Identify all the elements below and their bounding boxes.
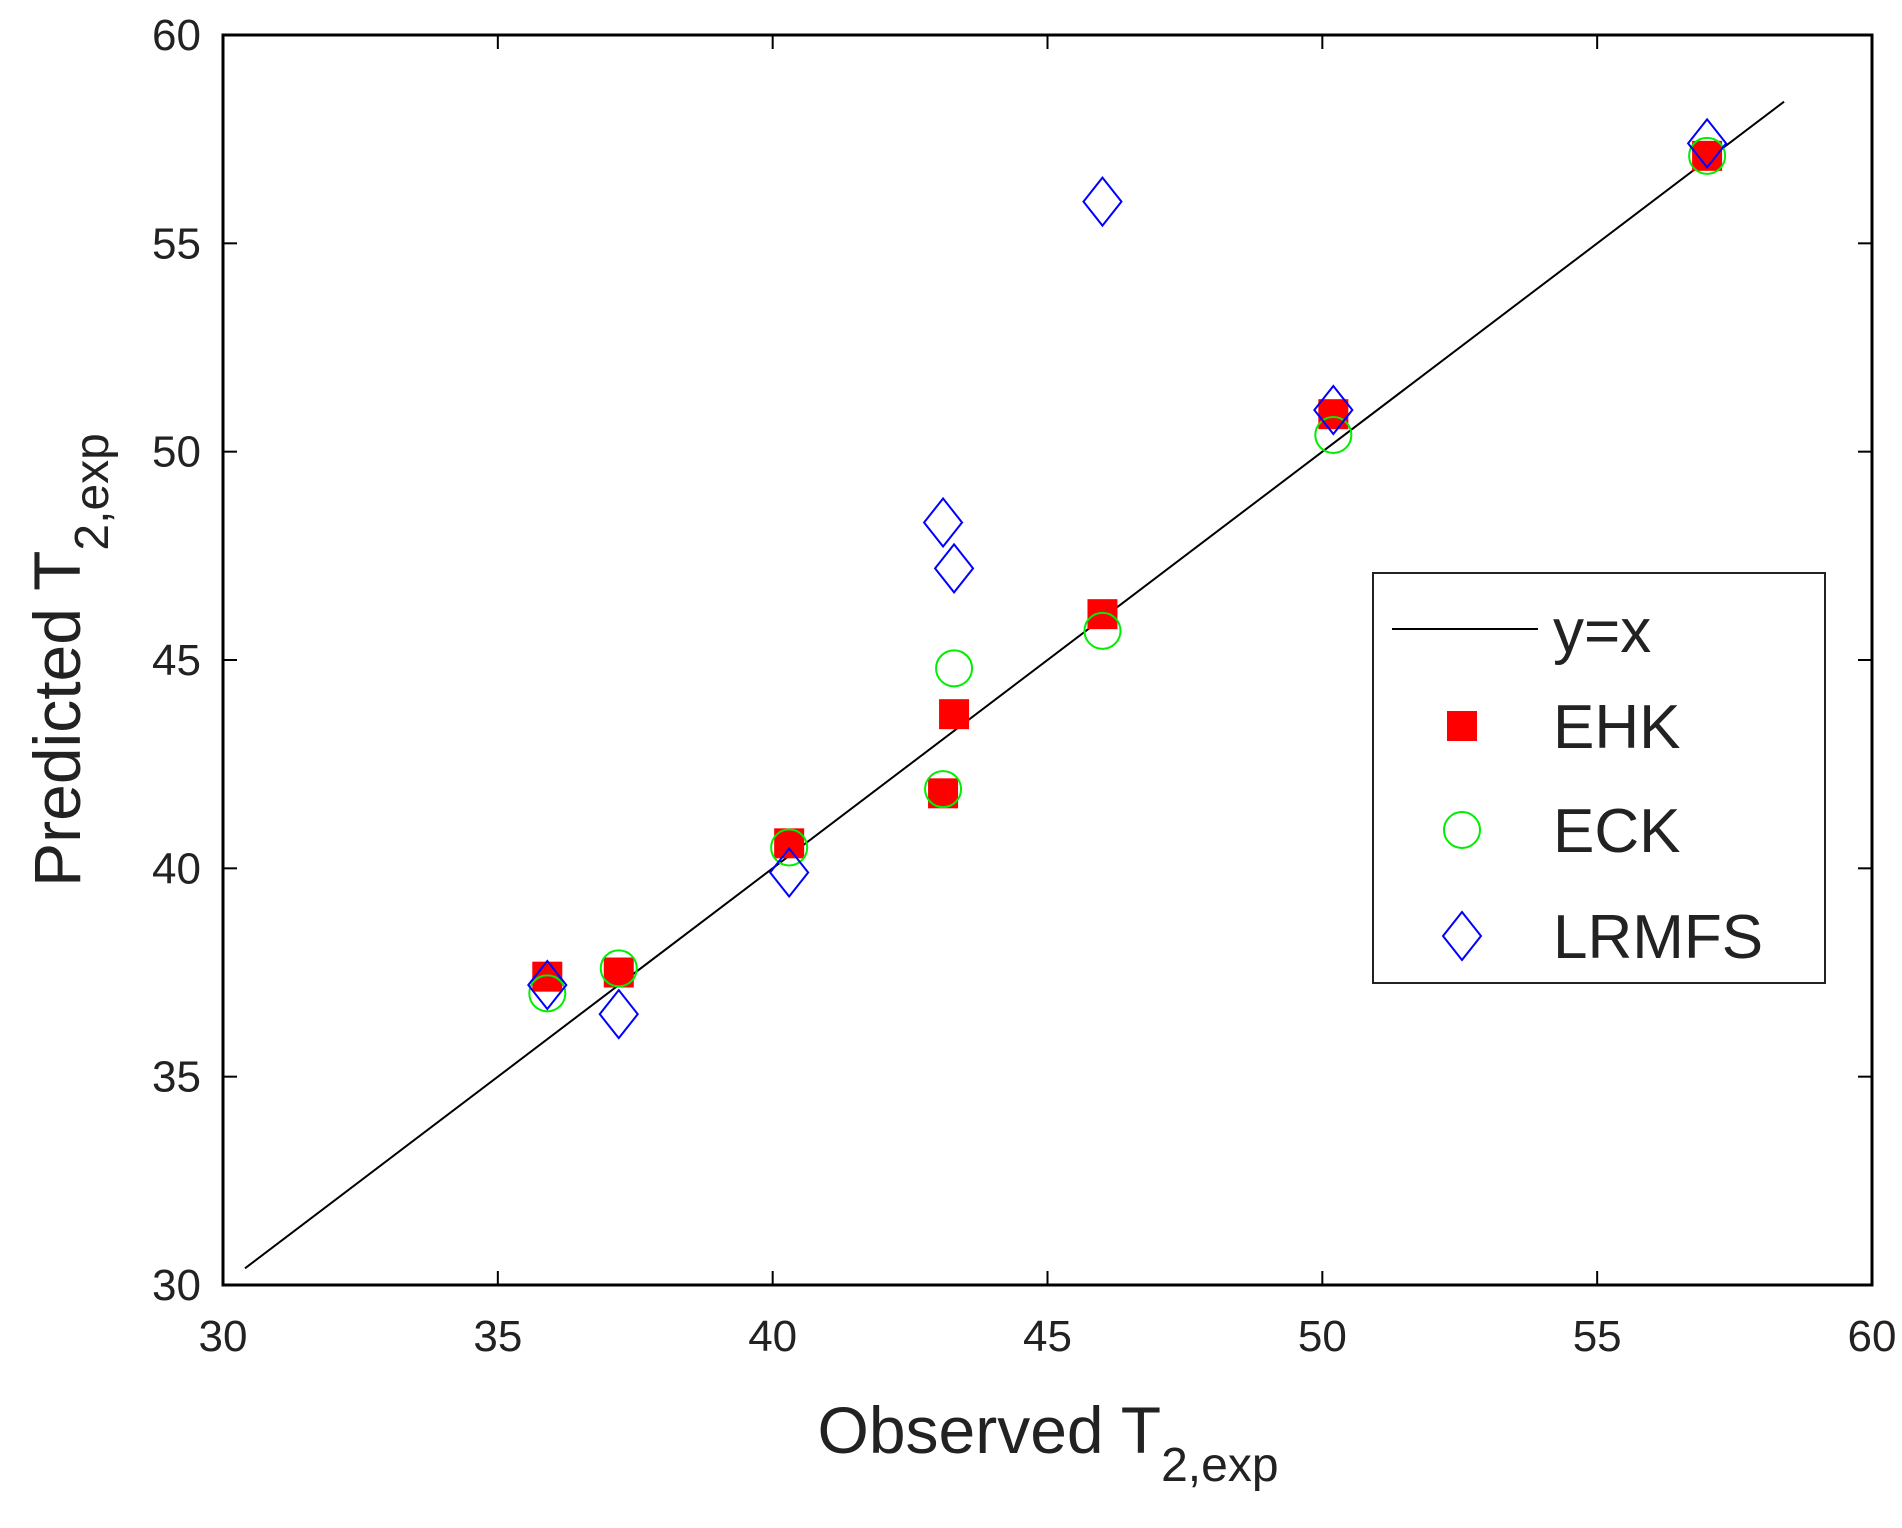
point-lrmfs (598, 988, 640, 1040)
point-lrmfs (768, 846, 810, 899)
data-markers (527, 117, 1728, 1040)
legend-diamond-icon (1441, 910, 1483, 962)
point-lrmfs (527, 959, 568, 1011)
legend: y=x EHK ECK LRMFS (1372, 572, 1826, 984)
x-tick-label: 50 (1298, 1312, 1347, 1361)
point-eck (770, 828, 809, 867)
legend-label-yx: y=x (1553, 597, 1651, 666)
point-eck (924, 770, 963, 809)
point-lrmfs (1082, 176, 1123, 228)
x-tick-label: 30 (199, 1312, 248, 1361)
x-tick-label: 35 (473, 1312, 522, 1361)
legend-label-eck: ECK (1553, 797, 1680, 866)
y-axis-title-subscript: 2,exp (66, 433, 119, 550)
x-axis-title-main: Observed T (817, 1393, 1161, 1467)
legend-label-lrmfs: LRMFS (1553, 903, 1763, 972)
x-axis: 30 35 40 45 50 55 60 (199, 35, 1897, 1361)
x-tick-label: 55 (1573, 1312, 1622, 1361)
point-lrmfs (1313, 384, 1354, 436)
legend-square-icon (1447, 711, 1477, 741)
point-eck (935, 649, 974, 688)
y-axis: 30 35 40 45 50 55 60 (152, 11, 1872, 1310)
point-ehk (1087, 599, 1118, 630)
y-tick-label: 55 (152, 219, 201, 268)
point-ehk (532, 961, 563, 992)
y-axis-title-main: Predicted T (20, 551, 94, 887)
x-axis-title: Observed T2,exp (817, 1393, 1278, 1492)
y-tick-label: 30 (152, 1261, 201, 1310)
point-eck (1314, 416, 1353, 454)
y-tick-label: 60 (152, 11, 201, 60)
legend-label-ehk: EHK (1553, 693, 1680, 762)
x-tick-label: 40 (748, 1312, 797, 1361)
point-eck (1688, 136, 1727, 175)
point-lrmfs (1686, 117, 1728, 169)
point-eck (1083, 611, 1122, 650)
point-lrmfs (933, 542, 975, 594)
point-eck (528, 974, 567, 1013)
y-tick-label: 35 (152, 1053, 201, 1102)
legend-circle-icon (1443, 811, 1481, 849)
y-tick-label: 40 (152, 844, 201, 893)
legend-box (1372, 572, 1826, 984)
y-tick-label: 50 (152, 428, 201, 477)
y-tick-label: 45 (152, 636, 201, 685)
point-ehk (939, 699, 970, 730)
x-tick-label: 60 (1848, 1312, 1897, 1361)
reference-line-y-equals-x (244, 100, 1785, 1270)
y-axis-title: Predicted T2,exp (20, 433, 119, 887)
x-axis-title-subscript: 2,exp (1161, 1439, 1278, 1492)
x-tick-label: 45 (1023, 1312, 1072, 1361)
point-ehk (1318, 399, 1349, 430)
point-eck (599, 949, 638, 988)
point-lrmfs (922, 496, 964, 549)
